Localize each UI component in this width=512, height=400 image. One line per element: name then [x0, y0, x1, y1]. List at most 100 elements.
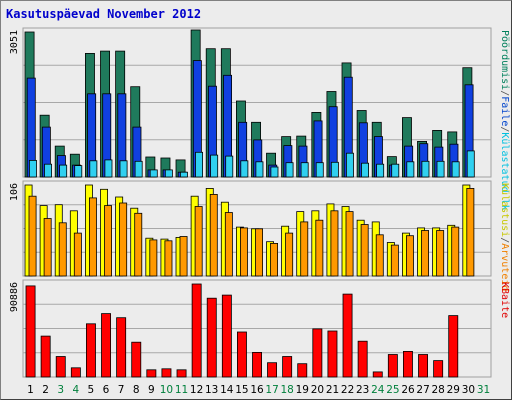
bar-arvuteid-day-4 — [73, 232, 82, 277]
bar-arvuteid-day-15 — [239, 227, 248, 277]
legend-part-1: Pöördumisi — [499, 30, 510, 90]
bar-k-lastatud-lk-day-26 — [406, 161, 415, 178]
bar-k-lastatud-lk-day-25 — [391, 163, 400, 178]
bar-arvuteid-day-19 — [300, 221, 309, 277]
bar-arvuteid-day-16 — [255, 228, 263, 277]
x-tick-label: 8 — [133, 384, 140, 396]
legend-part-2: / — [499, 90, 510, 96]
x-tick-label: 19 — [296, 384, 309, 396]
bar-kbaite-day-27 — [418, 354, 429, 378]
bar-arvuteid-day-26 — [405, 235, 414, 277]
bar-kbaite-day-25 — [387, 354, 398, 378]
bar-kbaite-day-4 — [70, 367, 81, 378]
panel-2-legend: Külastusi/Arvuteid — [499, 183, 510, 291]
bar-kbaite-day-17 — [267, 362, 278, 378]
x-tick-label: 15 — [235, 384, 248, 396]
legend-part-3: Arvuteid — [499, 243, 510, 291]
bar-kbaite-day-7 — [116, 317, 127, 378]
bar-k-lastatud-lk-day-29 — [451, 161, 460, 178]
x-tick-label: 11 — [175, 384, 188, 396]
legend-part-5: Külastatud lk — [499, 132, 510, 210]
chart-title: Kasutuspäevad November 2012 — [6, 7, 202, 21]
bar-arvuteid-day-12 — [194, 206, 203, 277]
bar-kbaite-day-9 — [146, 369, 157, 378]
panel-1-max-label: 3051 — [9, 30, 20, 54]
bar-kbaite-day-13 — [206, 297, 217, 378]
bar-kbaite-day-16 — [252, 351, 263, 378]
bar-arvuteid-day-7 — [119, 202, 128, 277]
bar-arvuteid-day-2 — [43, 218, 52, 277]
x-tick-label: 6 — [103, 384, 110, 396]
bar-k-lastatud-lk-day-4 — [74, 165, 83, 178]
x-tick-label: 17 — [265, 384, 278, 396]
bar-k-lastatud-lk-day-22 — [345, 152, 354, 178]
bar-k-lastatud-lk-day-10 — [164, 169, 173, 178]
bar-arvuteid-day-14 — [224, 212, 233, 277]
bar-arvuteid-day-25 — [390, 244, 399, 277]
bar-k-lastatud-lk-day-24 — [376, 163, 385, 178]
bar-arvuteid-day-21 — [330, 210, 339, 277]
bar-k-lastatud-lk-day-30 — [466, 150, 475, 178]
x-tick-label: 2 — [42, 384, 49, 396]
x-tick-label: 29 — [447, 384, 460, 396]
bar-kbaite-day-15 — [236, 331, 247, 378]
x-tick-label: 22 — [341, 384, 354, 396]
x-tick-label: 30 — [462, 384, 475, 396]
bar-kbaite-day-29 — [448, 315, 459, 378]
bar-k-lastatud-lk-day-23 — [361, 162, 369, 178]
bar-arvuteid-day-24 — [375, 234, 384, 277]
x-tick-label: 27 — [416, 384, 429, 396]
panel-1-legend: Pöördumisi/Faile/Külastatud lk — [499, 30, 510, 211]
x-tick-label: 20 — [311, 384, 324, 396]
legend-part-2: / — [499, 237, 510, 243]
bar-arvuteid-day-5 — [89, 197, 97, 277]
x-tick-label: 13 — [205, 384, 218, 396]
bar-kbaite-day-6 — [101, 313, 112, 378]
bar-k-lastatud-lk-day-21 — [330, 161, 339, 178]
bar-kbaite-day-22 — [342, 293, 353, 378]
bar-kbaite-day-14 — [221, 294, 232, 378]
bar-kbaite-day-10 — [161, 368, 172, 378]
bar-kbaite-day-26 — [402, 350, 413, 378]
bar-k-lastatud-lk-day-12 — [195, 151, 203, 178]
bar-kbaite-day-2 — [40, 335, 51, 378]
x-tick-label: 31 — [477, 384, 490, 396]
panel-2-max-label: 106 — [9, 183, 20, 201]
bar-k-lastatud-lk-day-15 — [240, 160, 249, 178]
bar-arvuteid-day-29 — [451, 226, 460, 277]
bar-k-lastatud-lk-day-1 — [28, 159, 37, 178]
x-tick-label: 10 — [160, 384, 173, 396]
bar-kbaite-day-19 — [297, 363, 308, 378]
panel-3-max-label: 90886 — [9, 282, 20, 312]
x-tick-label: 14 — [220, 384, 234, 396]
bar-k-lastatud-lk-day-27 — [421, 160, 430, 178]
bar-k-lastatud-lk-day-19 — [300, 162, 309, 178]
bar-k-lastatud-lk-day-14 — [225, 155, 234, 178]
legend-part-4: / — [499, 126, 510, 132]
x-tick-label: 3 — [57, 384, 64, 396]
bar-kbaite-day-28 — [433, 360, 444, 378]
bar-k-lastatud-lk-day-7 — [119, 160, 128, 178]
x-tick-label: 18 — [281, 384, 294, 396]
bar-kbaite-day-24 — [372, 371, 383, 378]
x-tick-label: 23 — [356, 384, 369, 396]
bar-kbaite-day-8 — [131, 341, 142, 378]
x-tick-label: 26 — [401, 384, 415, 396]
bar-k-lastatud-lk-day-17 — [270, 166, 279, 178]
bar-arvuteid-day-11 — [179, 236, 188, 277]
bar-k-lastatud-lk-day-11 — [179, 171, 188, 178]
bar-k-lastatud-lk-day-28 — [436, 160, 445, 178]
x-tick-label: 4 — [72, 384, 79, 396]
panel-3-legend: KBaite — [499, 282, 510, 318]
bar-arvuteid-day-23 — [360, 224, 369, 277]
bar-arvuteid-day-27 — [421, 230, 429, 277]
bar-arvuteid-day-6 — [104, 205, 112, 277]
legend-part-1: KBaite — [499, 282, 510, 318]
bar-kbaite-day-12 — [191, 283, 202, 378]
x-tick-label: 5 — [88, 384, 95, 396]
bar-k-lastatud-lk-day-2 — [44, 163, 52, 178]
bar-k-lastatud-lk-day-6 — [104, 159, 113, 178]
bar-arvuteid-day-9 — [149, 239, 158, 277]
bar-arvuteid-day-8 — [134, 212, 143, 277]
